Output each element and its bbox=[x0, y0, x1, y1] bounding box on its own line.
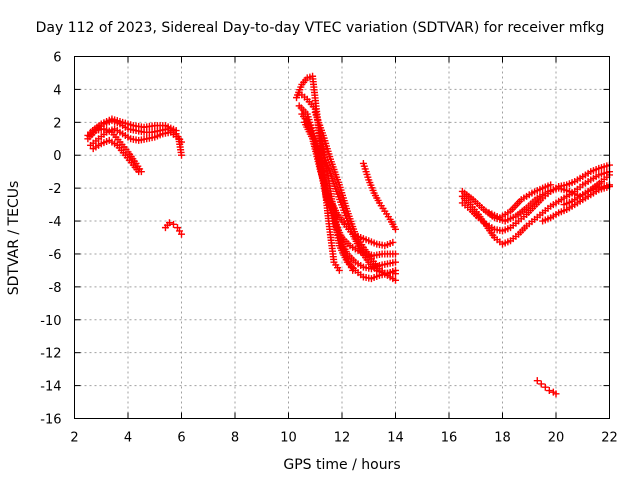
x-tick-label: 8 bbox=[231, 431, 239, 446]
data-point-arc-c8 bbox=[392, 225, 399, 233]
x-tick-label: 10 bbox=[280, 431, 297, 446]
x-tick-label: 2 bbox=[70, 431, 78, 446]
data-point-arc-c1 bbox=[335, 266, 343, 274]
data-point-arc-c4 bbox=[392, 250, 399, 258]
y-tick-label: 4 bbox=[53, 83, 61, 98]
x-tick-label: 14 bbox=[387, 431, 404, 446]
data-point-arc-b bbox=[169, 220, 177, 228]
y-tick-label: -2 bbox=[49, 182, 62, 197]
data-point-arc-e bbox=[545, 387, 553, 395]
x-tick-label: 6 bbox=[177, 431, 185, 446]
y-tick-label: -12 bbox=[40, 347, 61, 362]
data-point-arc-c7 bbox=[392, 270, 399, 278]
x-tick-label: 12 bbox=[334, 431, 351, 446]
axis-ticks: 2 4 6 8 10 12 14 16 18 20 226420-2-4-6-8-10-12-14-… bbox=[40, 51, 618, 446]
x-tick-label: 18 bbox=[494, 431, 511, 446]
data-point-arc-c9 bbox=[349, 266, 357, 274]
plot-frame bbox=[74, 56, 610, 419]
data-point-arc-b bbox=[178, 230, 185, 238]
y-tick-label: -4 bbox=[49, 215, 62, 230]
data-point-arc-c5 bbox=[389, 238, 397, 246]
data-point-arc-e bbox=[552, 390, 560, 398]
y-tick-label: -6 bbox=[49, 248, 62, 263]
data-point-arc-e bbox=[541, 383, 549, 391]
x-tick-label: 20 bbox=[548, 431, 565, 446]
y-tick-label: -10 bbox=[40, 314, 61, 329]
x-tick-label: 16 bbox=[441, 431, 458, 446]
data-points bbox=[84, 72, 613, 398]
x-tick-label: 22 bbox=[601, 431, 618, 446]
data-point-arc-a5 bbox=[172, 127, 180, 135]
chart-title: Day 112 of 2023, Sidereal Day-to-day VTE… bbox=[35, 20, 605, 36]
data-point-arc-b bbox=[165, 219, 173, 227]
x-axis-label: GPS time / hours bbox=[283, 457, 401, 473]
data-point-arc-c3 bbox=[392, 258, 399, 266]
y-tick-label: 0 bbox=[53, 149, 61, 164]
y-tick-label: -8 bbox=[49, 281, 62, 296]
data-point-arc-e bbox=[533, 377, 541, 385]
data-point-arc-e bbox=[537, 380, 545, 388]
data-point-arc-a2 bbox=[178, 151, 185, 159]
y-tick-label: -16 bbox=[40, 413, 61, 428]
y-tick-label: 6 bbox=[53, 51, 61, 66]
data-point-arc-d4 bbox=[547, 181, 555, 189]
data-point-arc-c6 bbox=[392, 276, 399, 284]
data-point-arc-a4 bbox=[135, 168, 143, 176]
y-tick-label: -14 bbox=[40, 380, 61, 395]
x-tick-label: 4 bbox=[124, 431, 132, 446]
y-tick-label: 2 bbox=[53, 116, 61, 131]
